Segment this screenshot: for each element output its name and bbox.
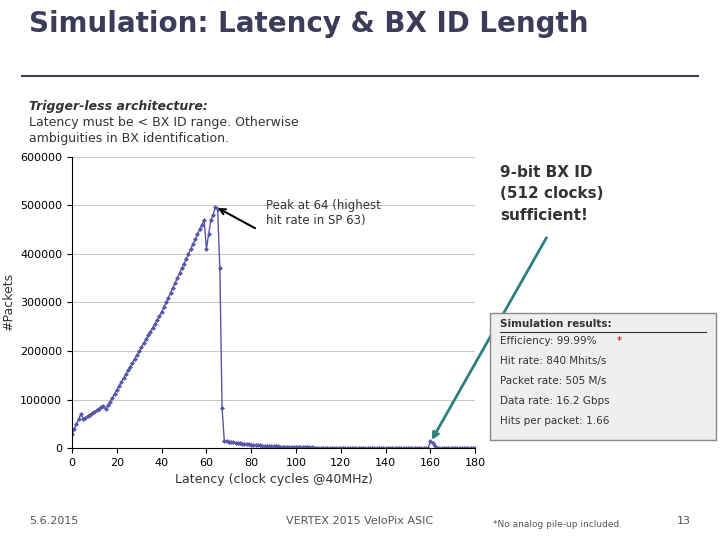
Text: 5.6.2015: 5.6.2015 (29, 516, 78, 526)
Text: (512 clocks): (512 clocks) (500, 186, 604, 201)
Text: *: * (617, 336, 622, 347)
Text: Efficiency: 99.99%: Efficiency: 99.99% (500, 336, 597, 347)
Text: Data rate: 16.2 Gbps: Data rate: 16.2 Gbps (500, 396, 610, 407)
Text: Latency must be < BX ID range. Otherwise: Latency must be < BX ID range. Otherwise (29, 116, 298, 129)
Text: *No analog pile-up included.: *No analog pile-up included. (493, 520, 622, 529)
Y-axis label: #Packets: #Packets (1, 273, 14, 332)
Text: Packet rate: 505 M/s: Packet rate: 505 M/s (500, 376, 607, 387)
Text: 9-bit BX ID: 9-bit BX ID (500, 165, 593, 180)
Text: VERTEX 2015 VeloPix ASIC: VERTEX 2015 VeloPix ASIC (287, 516, 433, 526)
Text: ambiguities in BX identification.: ambiguities in BX identification. (29, 132, 229, 145)
Text: sufficient!: sufficient! (500, 208, 588, 223)
Text: Simulation results:: Simulation results: (500, 319, 612, 329)
Text: 13: 13 (678, 516, 691, 526)
Text: Hits per packet: 1.66: Hits per packet: 1.66 (500, 416, 610, 427)
Text: Peak at 64 (highest
hit rate in SP 63): Peak at 64 (highest hit rate in SP 63) (266, 199, 380, 227)
Text: Trigger-less architecture:: Trigger-less architecture: (29, 100, 207, 113)
Text: Simulation: Latency & BX ID Length: Simulation: Latency & BX ID Length (29, 10, 588, 38)
Text: Hit rate: 840 Mhits/s: Hit rate: 840 Mhits/s (500, 356, 607, 367)
X-axis label: Latency (clock cycles @40MHz): Latency (clock cycles @40MHz) (175, 474, 372, 487)
